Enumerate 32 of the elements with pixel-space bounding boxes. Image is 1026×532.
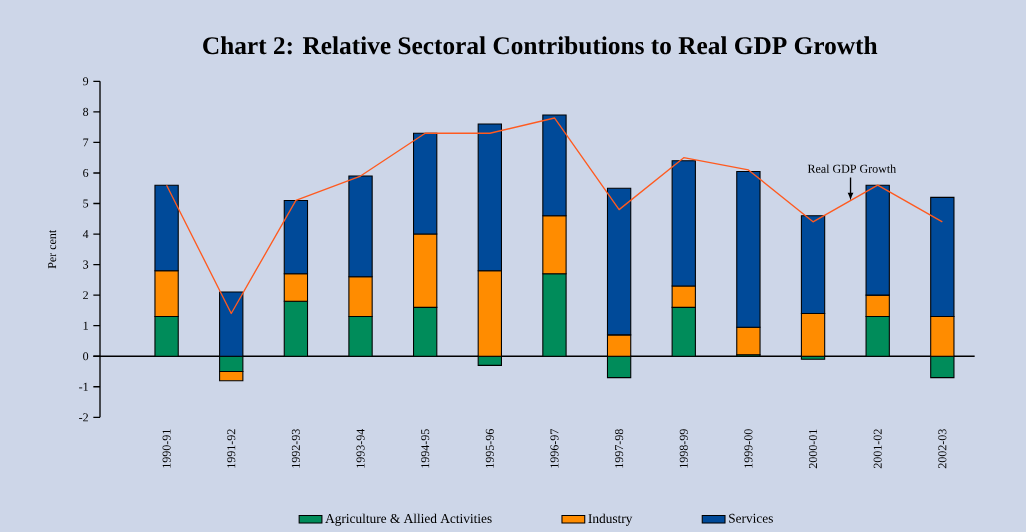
y-axis-title: Per cent bbox=[48, 229, 57, 269]
chart-title: Chart 2: Relative Sectoral Contributions to Real GDP Growth bbox=[203, 36, 878, 55]
legend-label: Industry bbox=[588, 513, 633, 526]
y-tick-label: 7 bbox=[83, 138, 89, 147]
y-tick-label: -2 bbox=[79, 413, 88, 422]
y-tick-label: 5 bbox=[83, 199, 89, 208]
y-tick-label: 8 bbox=[83, 107, 89, 116]
x-tick-label: 1993-94 bbox=[356, 428, 365, 468]
y-tick-label: 0 bbox=[83, 352, 89, 361]
x-tick-label: 1997-98 bbox=[615, 429, 624, 468]
y-tick-label: 6 bbox=[83, 168, 89, 177]
x-tick-label: 1998-99 bbox=[679, 429, 688, 468]
x-tick-label: 1990-91 bbox=[162, 429, 171, 468]
x-tick-label: 1994-95 bbox=[421, 429, 430, 468]
x-tick-label: 1991-92 bbox=[227, 429, 236, 468]
y-tick-label: 9 bbox=[83, 77, 89, 86]
x-tick-label: 1995-96 bbox=[485, 429, 494, 468]
y-tick-label: 2 bbox=[83, 291, 88, 300]
y-tick-label: 3 bbox=[83, 260, 89, 269]
x-tick-label: 2001-02 bbox=[873, 429, 882, 469]
x-tick-label: 1992-93 bbox=[291, 429, 300, 468]
x-tick-label: 1996-97 bbox=[550, 429, 559, 468]
x-tick-label: 2000-01 bbox=[808, 429, 818, 469]
line-series bbox=[165, 117, 944, 315]
x-tick-label: 1999-00 bbox=[744, 429, 753, 468]
annotation: Real GDP Growth bbox=[807, 164, 896, 173]
y-tick-label: -1 bbox=[79, 382, 88, 391]
x-tick-label: 2002-03 bbox=[938, 429, 947, 469]
legend-label: Services bbox=[729, 513, 773, 523]
y-tick-label: 1 bbox=[83, 321, 88, 330]
legend-label: Agriculture & Allied Activities bbox=[325, 513, 492, 526]
y-tick-label: 4 bbox=[82, 230, 89, 238]
